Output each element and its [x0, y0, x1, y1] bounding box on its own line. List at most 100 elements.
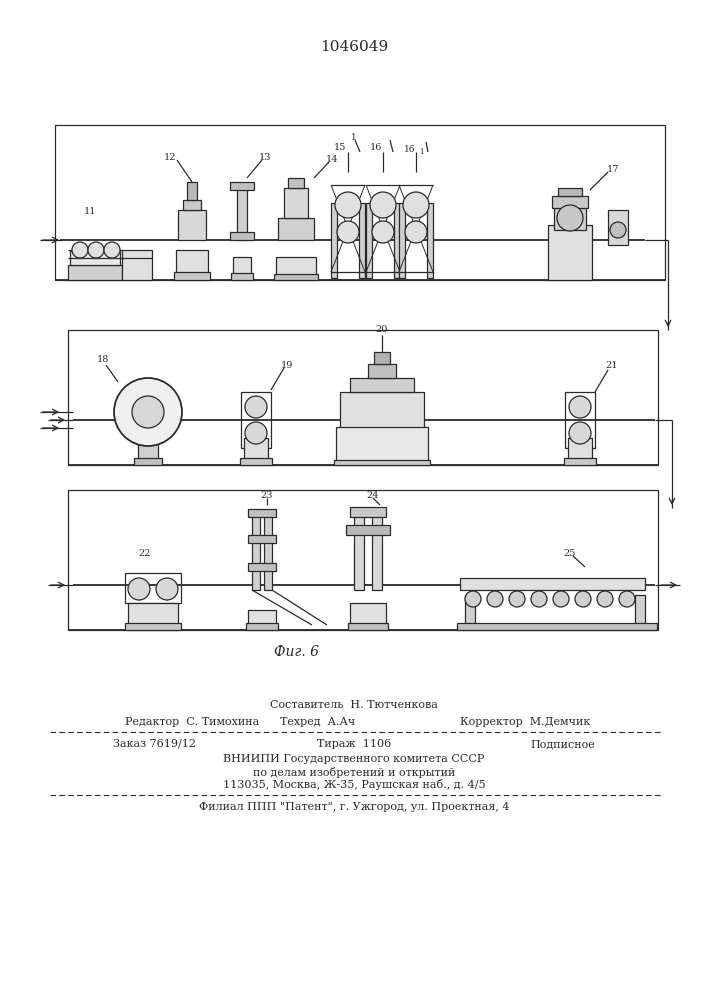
Text: Редактор  С. Тимохина: Редактор С. Тимохина [125, 717, 259, 727]
Text: Подписное: Подписное [530, 739, 595, 749]
Bar [552, 196, 588, 208]
Text: 13: 13 [259, 152, 271, 161]
Circle shape [405, 221, 427, 243]
Text: Корректор  М.Демчик: Корректор М.Демчик [460, 717, 590, 727]
Bar [68, 330, 658, 465]
Bar [565, 392, 595, 448]
Text: 16: 16 [370, 142, 382, 151]
Bar [128, 603, 178, 625]
Text: по делам изобретений и открытий: по делам изобретений и открытий [253, 766, 455, 778]
Circle shape [557, 205, 583, 231]
Text: 22: 22 [139, 548, 151, 558]
Bar [350, 603, 386, 625]
Circle shape [465, 591, 481, 607]
Bar [394, 203, 400, 278]
Bar [244, 438, 268, 460]
Text: Заказ 7619/12: Заказ 7619/12 [113, 739, 196, 749]
Text: 20: 20 [376, 326, 388, 334]
Bar [457, 623, 657, 630]
Circle shape [88, 242, 104, 258]
Circle shape [156, 578, 178, 600]
Circle shape [337, 221, 359, 243]
Circle shape [553, 591, 569, 607]
Text: 19: 19 [281, 360, 293, 369]
Bar [568, 438, 592, 460]
Bar [635, 595, 645, 625]
Circle shape [132, 396, 164, 428]
Bar [334, 460, 430, 465]
Bar [368, 364, 396, 378]
Text: 21: 21 [606, 361, 618, 370]
Circle shape [335, 192, 361, 218]
Text: Тираж  1106: Тираж 1106 [317, 739, 391, 749]
Text: 15: 15 [334, 142, 346, 151]
Bar [237, 185, 247, 240]
Text: ВНИИПИ Государственного комитета СССР: ВНИИПИ Государственного комитета СССР [223, 754, 485, 764]
Bar [350, 507, 386, 517]
Bar [284, 188, 308, 218]
Bar [248, 509, 276, 517]
Bar [230, 182, 254, 190]
Bar [350, 378, 414, 392]
Text: 11: 11 [83, 208, 96, 217]
Bar [70, 251, 120, 265]
Text: 1046049: 1046049 [320, 40, 388, 54]
Bar [372, 512, 382, 590]
Bar [122, 250, 152, 280]
Bar [174, 272, 210, 280]
Circle shape [370, 192, 396, 218]
Bar [187, 182, 197, 200]
Bar [399, 203, 405, 278]
Bar [231, 273, 253, 280]
Text: 23: 23 [261, 490, 273, 499]
Bar [183, 200, 201, 210]
Circle shape [72, 242, 88, 258]
Text: Составитель  Н. Тютченкова: Составитель Н. Тютченкова [270, 700, 438, 710]
Bar [134, 458, 162, 465]
Bar [554, 208, 586, 230]
Circle shape [128, 578, 150, 600]
Circle shape [569, 422, 591, 444]
Bar [608, 210, 628, 245]
Text: 14: 14 [326, 154, 338, 163]
Bar [374, 352, 390, 364]
Text: 24: 24 [367, 490, 379, 499]
Circle shape [610, 222, 626, 238]
Bar [125, 573, 181, 603]
Text: Фиг. 6: Фиг. 6 [274, 645, 318, 659]
Bar [138, 438, 158, 460]
Bar [359, 203, 365, 278]
Bar [248, 563, 276, 571]
Bar [240, 458, 272, 465]
Circle shape [403, 192, 429, 218]
Bar [274, 274, 318, 280]
Bar [331, 203, 337, 278]
Bar [55, 125, 665, 280]
Text: 1: 1 [351, 132, 357, 141]
Text: 12: 12 [164, 152, 176, 161]
Circle shape [372, 221, 394, 243]
Bar [248, 610, 276, 625]
Text: Филиал ППП "Патент", г. Ужгород, ул. Проектная, 4: Филиал ППП "Патент", г. Ужгород, ул. Про… [199, 802, 509, 812]
Bar [233, 257, 251, 275]
Bar [558, 188, 582, 196]
Bar [264, 512, 272, 590]
Bar [246, 623, 278, 630]
Circle shape [104, 242, 120, 258]
Text: 25: 25 [563, 548, 576, 558]
Circle shape [487, 591, 503, 607]
Bar [248, 535, 276, 543]
Circle shape [531, 591, 547, 607]
Bar [176, 250, 208, 275]
Bar [348, 623, 388, 630]
Text: 16: 16 [404, 144, 416, 153]
Text: 17: 17 [607, 164, 619, 174]
Circle shape [509, 591, 525, 607]
Bar [68, 265, 122, 280]
Bar [564, 458, 596, 465]
Bar [276, 257, 316, 277]
Circle shape [245, 396, 267, 418]
Bar [346, 525, 390, 535]
Circle shape [597, 591, 613, 607]
Bar [427, 203, 433, 278]
